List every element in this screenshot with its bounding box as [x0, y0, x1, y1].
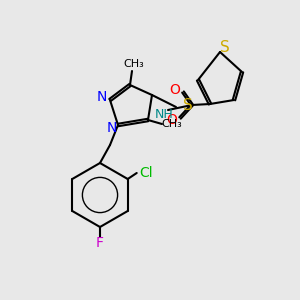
Text: O: O	[169, 83, 180, 97]
Text: S: S	[220, 40, 230, 55]
Text: NH: NH	[154, 109, 173, 122]
Text: O: O	[167, 113, 177, 127]
Text: S: S	[183, 98, 193, 112]
Text: CH₃: CH₃	[162, 119, 182, 129]
Text: F: F	[96, 236, 104, 250]
Text: N: N	[97, 90, 107, 104]
Text: Cl: Cl	[139, 166, 152, 180]
Text: CH₃: CH₃	[124, 59, 144, 69]
Text: N: N	[107, 121, 117, 135]
